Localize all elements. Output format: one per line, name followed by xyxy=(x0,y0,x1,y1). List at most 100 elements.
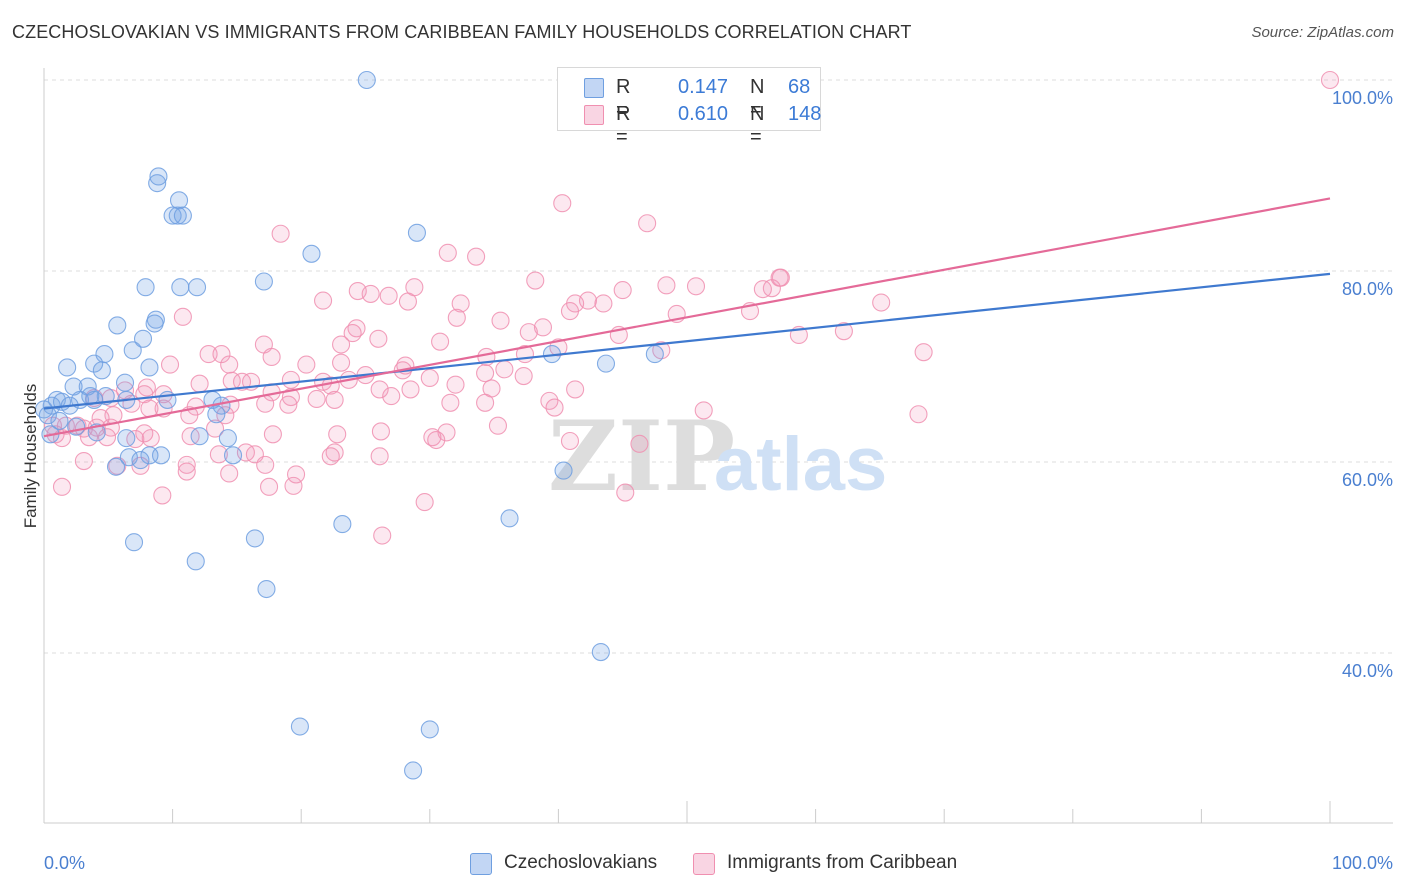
point-caribbean xyxy=(630,434,649,453)
point-czechoslovakians xyxy=(245,529,264,548)
point-caribbean xyxy=(549,338,568,357)
point-czechoslovakians xyxy=(500,509,519,528)
y-tick-label: 80.0% xyxy=(1342,279,1393,299)
grid-lines xyxy=(44,79,1393,654)
x-tick-label: 100.0% xyxy=(1332,853,1393,873)
point-czechoslovakians xyxy=(117,429,136,448)
point-caribbean xyxy=(526,271,545,290)
point-caribbean xyxy=(398,292,417,311)
point-caribbean xyxy=(415,493,434,512)
point-caribbean xyxy=(256,394,275,413)
point-caribbean xyxy=(1320,70,1340,90)
point-caribbean xyxy=(657,276,676,295)
n-label: N = xyxy=(750,76,765,121)
r-label: R = xyxy=(616,103,631,148)
r-label: R = xyxy=(616,76,631,121)
point-caribbean xyxy=(560,431,580,451)
point-caribbean xyxy=(259,477,279,496)
point-caribbean xyxy=(431,332,450,351)
point-caribbean xyxy=(560,302,580,321)
point-czechoslovakians xyxy=(596,354,616,373)
point-czechoslovakians xyxy=(96,387,115,406)
data-points xyxy=(34,70,1340,780)
point-caribbean xyxy=(199,345,218,364)
point-caribbean xyxy=(488,416,508,435)
point-czechoslovakians xyxy=(420,720,439,739)
point-caribbean xyxy=(519,323,538,342)
stats-legend: R = 0.147 N = 68 R = 0.610 N = 148 xyxy=(557,67,822,148)
point-caribbean xyxy=(476,393,495,412)
y-axis-label: Family Households xyxy=(21,384,40,529)
point-caribbean xyxy=(914,343,933,362)
point-caribbean xyxy=(263,425,282,444)
point-czechoslovakians xyxy=(218,429,237,448)
point-czechoslovakians xyxy=(119,448,138,467)
point-czechoslovakians xyxy=(254,272,273,291)
point-caribbean xyxy=(909,405,928,424)
point-caribbean xyxy=(373,526,392,545)
point-caribbean xyxy=(321,447,340,466)
point-czechoslovakians xyxy=(169,191,189,210)
point-czechoslovakians xyxy=(168,206,187,225)
point-caribbean xyxy=(872,293,891,312)
n-value: 68 xyxy=(788,76,811,98)
point-caribbean xyxy=(205,419,225,438)
point-czechoslovakians xyxy=(67,417,86,436)
legend-swatch-pink xyxy=(693,853,715,875)
point-czechoslovakians xyxy=(106,457,126,476)
point-caribbean xyxy=(447,308,466,327)
x-tick-label: 0.0% xyxy=(44,853,85,873)
point-caribbean xyxy=(545,398,564,417)
point-caribbean xyxy=(343,324,362,343)
point-caribbean xyxy=(97,428,117,447)
point-czechoslovakians xyxy=(149,167,168,186)
point-caribbean xyxy=(279,395,298,414)
point-czechoslovakians xyxy=(187,278,207,297)
point-caribbean xyxy=(281,370,300,389)
point-caribbean xyxy=(371,422,390,441)
point-czechoslovakians xyxy=(92,361,111,380)
point-czechoslovakians xyxy=(140,358,159,377)
point-caribbean xyxy=(177,462,196,481)
point-caribbean xyxy=(262,347,281,367)
point-czechoslovakians xyxy=(186,552,205,571)
point-caribbean xyxy=(74,451,93,471)
point-czechoslovakians xyxy=(124,533,144,552)
r-value: 0.610 xyxy=(678,103,729,125)
point-caribbean xyxy=(594,294,613,313)
point-czechoslovakians xyxy=(591,642,610,662)
n-value: 148 xyxy=(788,103,822,125)
point-caribbean xyxy=(256,455,275,474)
point-czechoslovakians xyxy=(171,278,190,297)
point-czechoslovakians xyxy=(115,373,135,392)
point-czechoslovakians xyxy=(148,174,167,193)
point-caribbean xyxy=(332,335,351,354)
point-czechoslovakians xyxy=(108,316,127,335)
legend-swatch-pink xyxy=(584,105,604,125)
point-caribbean xyxy=(332,353,351,372)
point-caribbean xyxy=(325,390,344,409)
point-caribbean xyxy=(216,406,235,425)
point-caribbean xyxy=(401,380,420,399)
point-caribbean xyxy=(616,483,635,502)
point-caribbean xyxy=(284,476,303,495)
point-czechoslovakians xyxy=(133,329,153,348)
point-caribbean xyxy=(495,360,514,379)
point-czechoslovakians xyxy=(333,515,352,534)
point-czechoslovakians xyxy=(357,70,376,90)
y-tick-labels: 40.0% 60.0% 80.0% 100.0% xyxy=(1332,88,1393,681)
point-caribbean xyxy=(834,322,853,341)
point-czechoslovakians xyxy=(163,206,182,225)
point-caribbean xyxy=(514,366,533,386)
point-caribbean xyxy=(533,318,553,337)
point-caribbean xyxy=(553,194,572,213)
point-czechoslovakians xyxy=(85,390,104,409)
point-caribbean xyxy=(694,401,713,420)
point-caribbean xyxy=(160,355,180,374)
point-czechoslovakians xyxy=(645,345,664,364)
legend-label: Immigrants from Caribbean xyxy=(727,852,958,873)
point-caribbean xyxy=(437,423,456,442)
point-caribbean xyxy=(153,486,172,505)
point-caribbean xyxy=(287,465,306,484)
